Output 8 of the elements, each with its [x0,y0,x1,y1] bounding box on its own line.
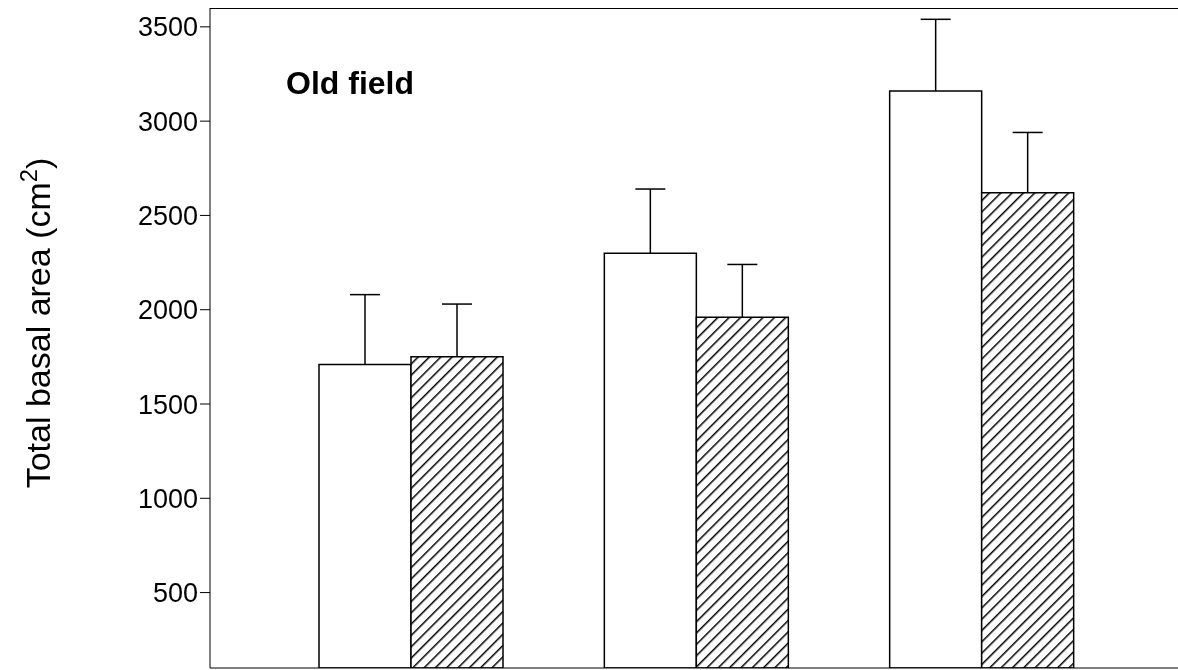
y-tick-label: 2500 [137,201,198,232]
y-tick-label: 500 [152,578,198,609]
y-tick-label: 2000 [137,295,198,326]
text: Old field [286,65,414,101]
y-tick-label: 1000 [137,483,198,514]
y-tick-label: 3000 [137,106,198,137]
y-tick-label: 3500 [137,12,198,43]
y-tick-label: 1500 [137,389,198,420]
